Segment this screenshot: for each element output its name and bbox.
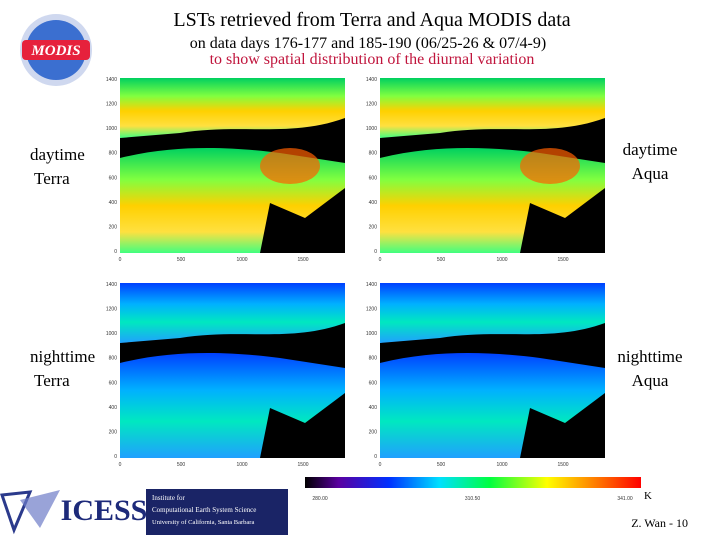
y-tick-label: 800 [369,356,378,362]
y-tick-label: 800 [109,356,118,362]
y-tick-label: 200 [109,224,118,230]
x-tick-label: 1000 [496,462,507,468]
map-land [380,78,605,138]
x-tick-label: 0 [379,257,382,263]
institute-line: Institute for [152,494,186,502]
colorbar [305,477,641,488]
x-tick-label: 500 [437,257,446,263]
institute-box [146,489,288,535]
x-tick-label: 1500 [297,462,308,468]
x-tick-label: 500 [437,462,446,468]
panel-label: Aqua [632,371,669,390]
colorbar-ticks: 280.00 310.50 341.00 [312,496,633,502]
title: LSTs retrieved from Terra and Aqua MODIS… [173,9,570,31]
map-land [120,353,345,458]
y-tick-label: 1400 [106,77,117,83]
y-tick-label: 1200 [106,102,117,108]
x-tick-label: 1000 [236,462,247,468]
x-tick-label: 500 [177,462,186,468]
y-tick-label: 1400 [106,282,117,288]
y-tick-label: 1000 [106,126,117,132]
panel-label: daytime [623,140,678,159]
hot-region [520,148,580,184]
panel-label: nighttime [617,347,682,366]
x-tick-label: 0 [119,462,122,468]
y-tick-label: 1200 [366,307,377,313]
x-tick-label: 1000 [496,257,507,263]
y-tick-label: 400 [369,200,378,206]
y-tick-label: 1000 [106,331,117,337]
y-tick-label: 0 [114,454,117,460]
colorbar-tick-label: 280.00 [312,496,328,502]
icess-text: ICESS [61,494,148,527]
y-tick-label: 200 [369,429,378,435]
panel-label: Terra [34,169,70,188]
x-tick-label: 0 [119,257,122,263]
note: to show spatial distribution of the diur… [210,51,535,68]
hot-region [260,148,320,184]
footer: Z. Wan - 10 [631,516,688,530]
x-tick-label: 1000 [236,257,247,263]
y-tick-label: 600 [369,380,378,386]
y-tick-label: 1000 [366,126,377,132]
y-tick-label: 800 [109,151,118,157]
y-tick-label: 0 [374,454,377,460]
map-land [380,353,605,458]
colorbar-unit: K [644,490,652,502]
x-tick-label: 1500 [557,462,568,468]
y-tick-label: 600 [109,380,118,386]
y-tick-label: 400 [109,200,118,206]
x-tick-label: 1500 [297,257,308,263]
map-land [120,283,345,343]
x-tick-label: 500 [177,257,186,263]
x-tick-label: 1500 [557,257,568,263]
icess-shape [20,490,60,528]
y-tick-label: 600 [369,175,378,181]
y-tick-label: 1400 [366,77,377,83]
colorbar-tick-label: 341.00 [617,496,633,502]
panel-label: daytime [30,145,85,164]
y-tick-label: 1000 [366,331,377,337]
y-tick-label: 200 [369,224,378,230]
y-tick-label: 1400 [366,282,377,288]
y-tick-label: 400 [369,405,378,411]
y-tick-label: 200 [109,429,118,435]
y-tick-label: 600 [109,175,118,181]
y-tick-label: 0 [374,249,377,255]
y-tick-label: 800 [369,151,378,157]
panel-label: Aqua [632,164,669,183]
institute-line: University of California, Santa Barbara [152,519,254,526]
modis-banner [22,40,90,60]
colorbar-tick-label: 310.50 [465,496,481,502]
modis-text: MODIS [30,43,80,59]
y-tick-label: 0 [114,249,117,255]
x-tick-label: 0 [379,462,382,468]
map-land [120,78,345,138]
panel-label: nighttime [30,347,95,366]
y-tick-label: 1200 [366,102,377,108]
panel-label: Terra [34,371,70,390]
map-land [380,283,605,343]
institute-line: Computational Earth System Science [152,506,256,514]
subtitle: on data days 176-177 and 185-190 (06/25-… [190,35,546,52]
icess-mark [0,490,33,535]
y-tick-label: 1200 [106,307,117,313]
y-tick-label: 400 [109,405,118,411]
